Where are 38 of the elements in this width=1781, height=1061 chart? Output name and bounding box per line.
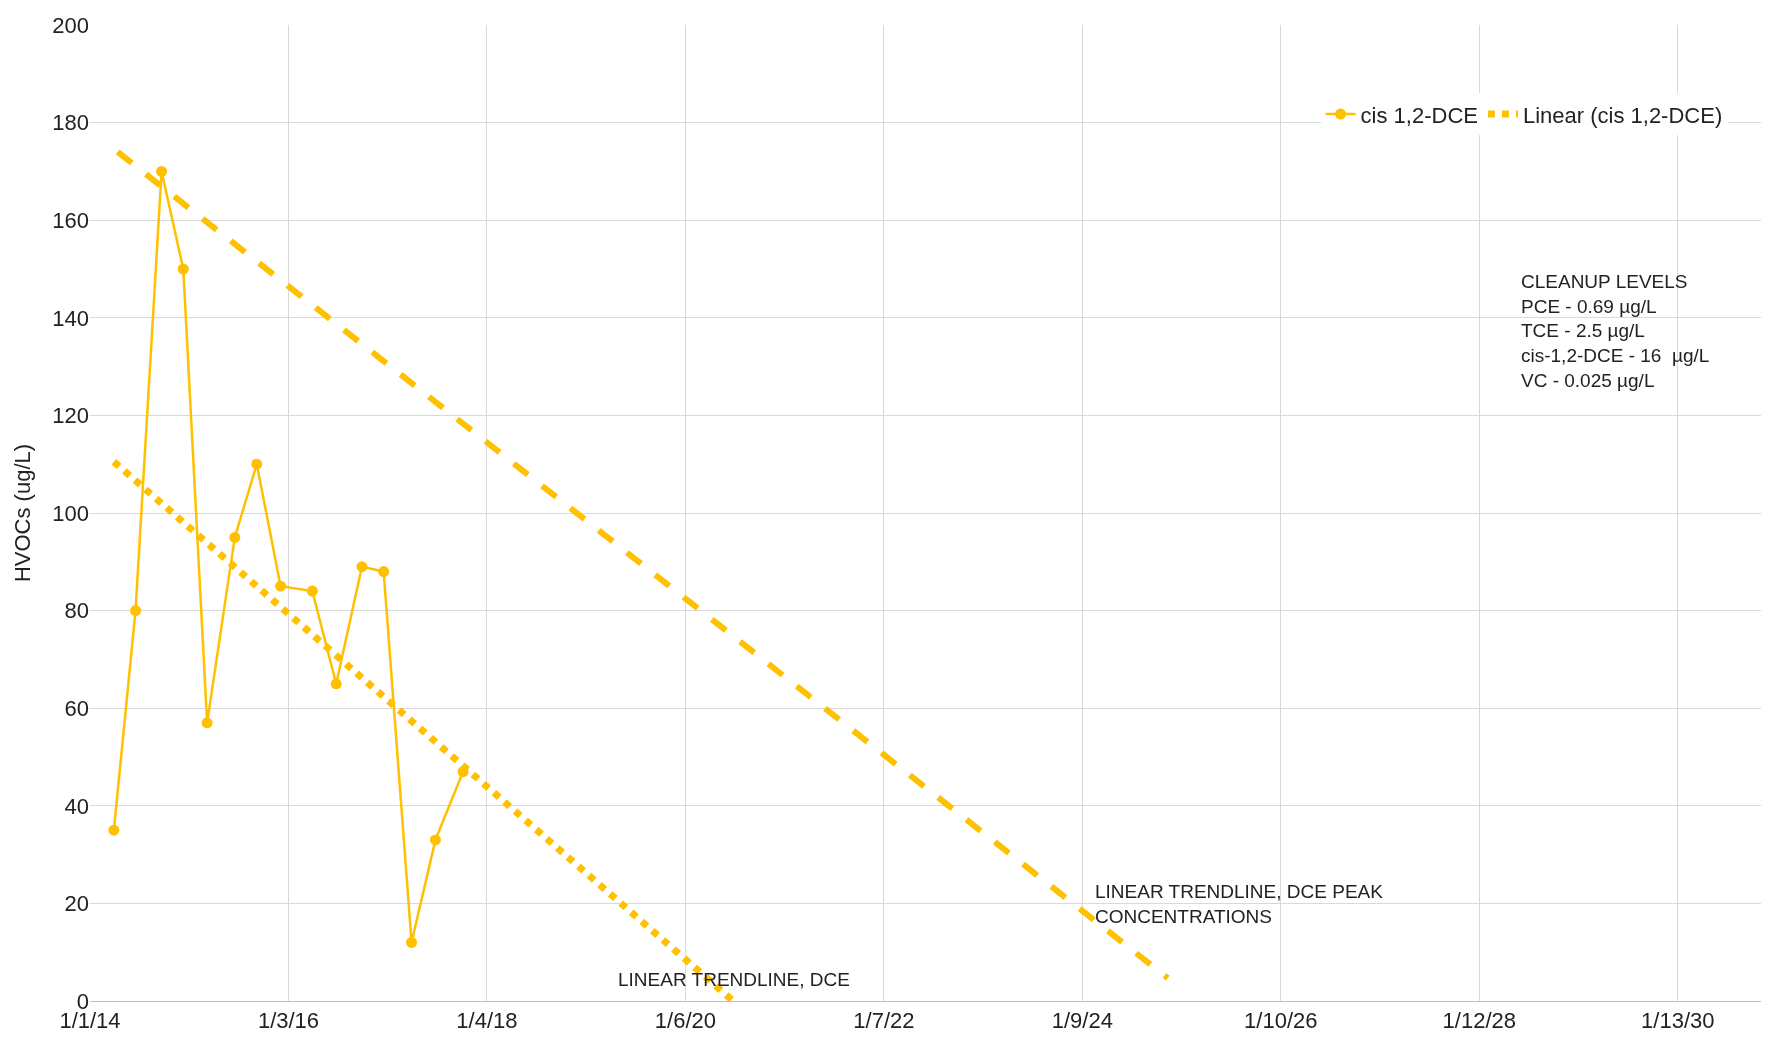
legend-label: cis 1,2-DCE xyxy=(1360,102,1478,128)
point xyxy=(177,263,189,275)
point xyxy=(201,717,213,729)
point xyxy=(330,678,342,690)
y-tick-label: 40 xyxy=(64,793,89,819)
annotation: CLEANUP LEVELS PCE - 0.69 µg/L TCE - 2.5 µg/L cis-1,2-DCE - 16 µg/L VC - 0.025 µg/L xyxy=(1521,271,1710,391)
x-tick-label: 1/13/30 xyxy=(1641,1008,1715,1034)
y-tick-label: 180 xyxy=(52,110,89,136)
y-tick-label: 80 xyxy=(64,598,89,624)
x-tick-label: 1/4/18 xyxy=(456,1008,518,1034)
point xyxy=(356,561,368,573)
y-tick-label: 160 xyxy=(52,207,89,233)
x-tick-label: 1/7/22 xyxy=(853,1008,915,1034)
y-tick-label: 100 xyxy=(52,500,89,526)
point xyxy=(130,605,142,617)
y-tick-label: 140 xyxy=(52,305,89,331)
point xyxy=(378,566,390,578)
y-axis-title: HVOCs (ug/L) xyxy=(10,443,36,583)
point xyxy=(275,580,287,592)
y-tick-label: 120 xyxy=(52,403,89,429)
y-tick-label: 60 xyxy=(64,695,89,721)
point xyxy=(429,834,441,846)
point xyxy=(229,531,241,543)
point xyxy=(306,585,318,597)
y-tick-label: 20 xyxy=(64,891,89,917)
x-tick-label: 1/10/26 xyxy=(1244,1008,1318,1034)
x-tick-label: 1/3/16 xyxy=(257,1008,320,1034)
x-tick-label: 1/12/28 xyxy=(1442,1008,1516,1034)
x-tick-label: 1/1/14 xyxy=(59,1008,121,1034)
point xyxy=(108,824,120,836)
legend-label: Linear (cis 1,2-DCE) xyxy=(1522,102,1723,128)
annotation: LINEAR TRENDLINE, DCE PEAK CONCENTRATIONS xyxy=(1095,881,1384,927)
point xyxy=(251,458,263,470)
point xyxy=(406,936,418,948)
point xyxy=(156,165,168,177)
y-tick-label: 200 xyxy=(52,12,89,38)
x-tick-label: 1/6/20 xyxy=(654,1008,716,1034)
x-tick-label: 1/9/24 xyxy=(1051,1008,1113,1034)
